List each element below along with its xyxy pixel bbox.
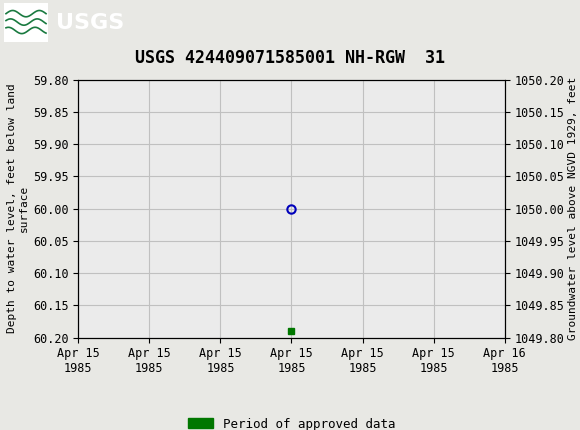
Y-axis label: Groundwater level above NGVD 1929, feet: Groundwater level above NGVD 1929, feet — [568, 77, 578, 340]
Bar — [4, 3, 48, 42]
Text: USGS 424409071585001 NH-RGW  31: USGS 424409071585001 NH-RGW 31 — [135, 49, 445, 68]
Legend: Period of approved data: Period of approved data — [183, 413, 400, 430]
Text: USGS: USGS — [56, 13, 124, 33]
Y-axis label: Depth to water level, feet below land
surface: Depth to water level, feet below land su… — [7, 84, 29, 333]
